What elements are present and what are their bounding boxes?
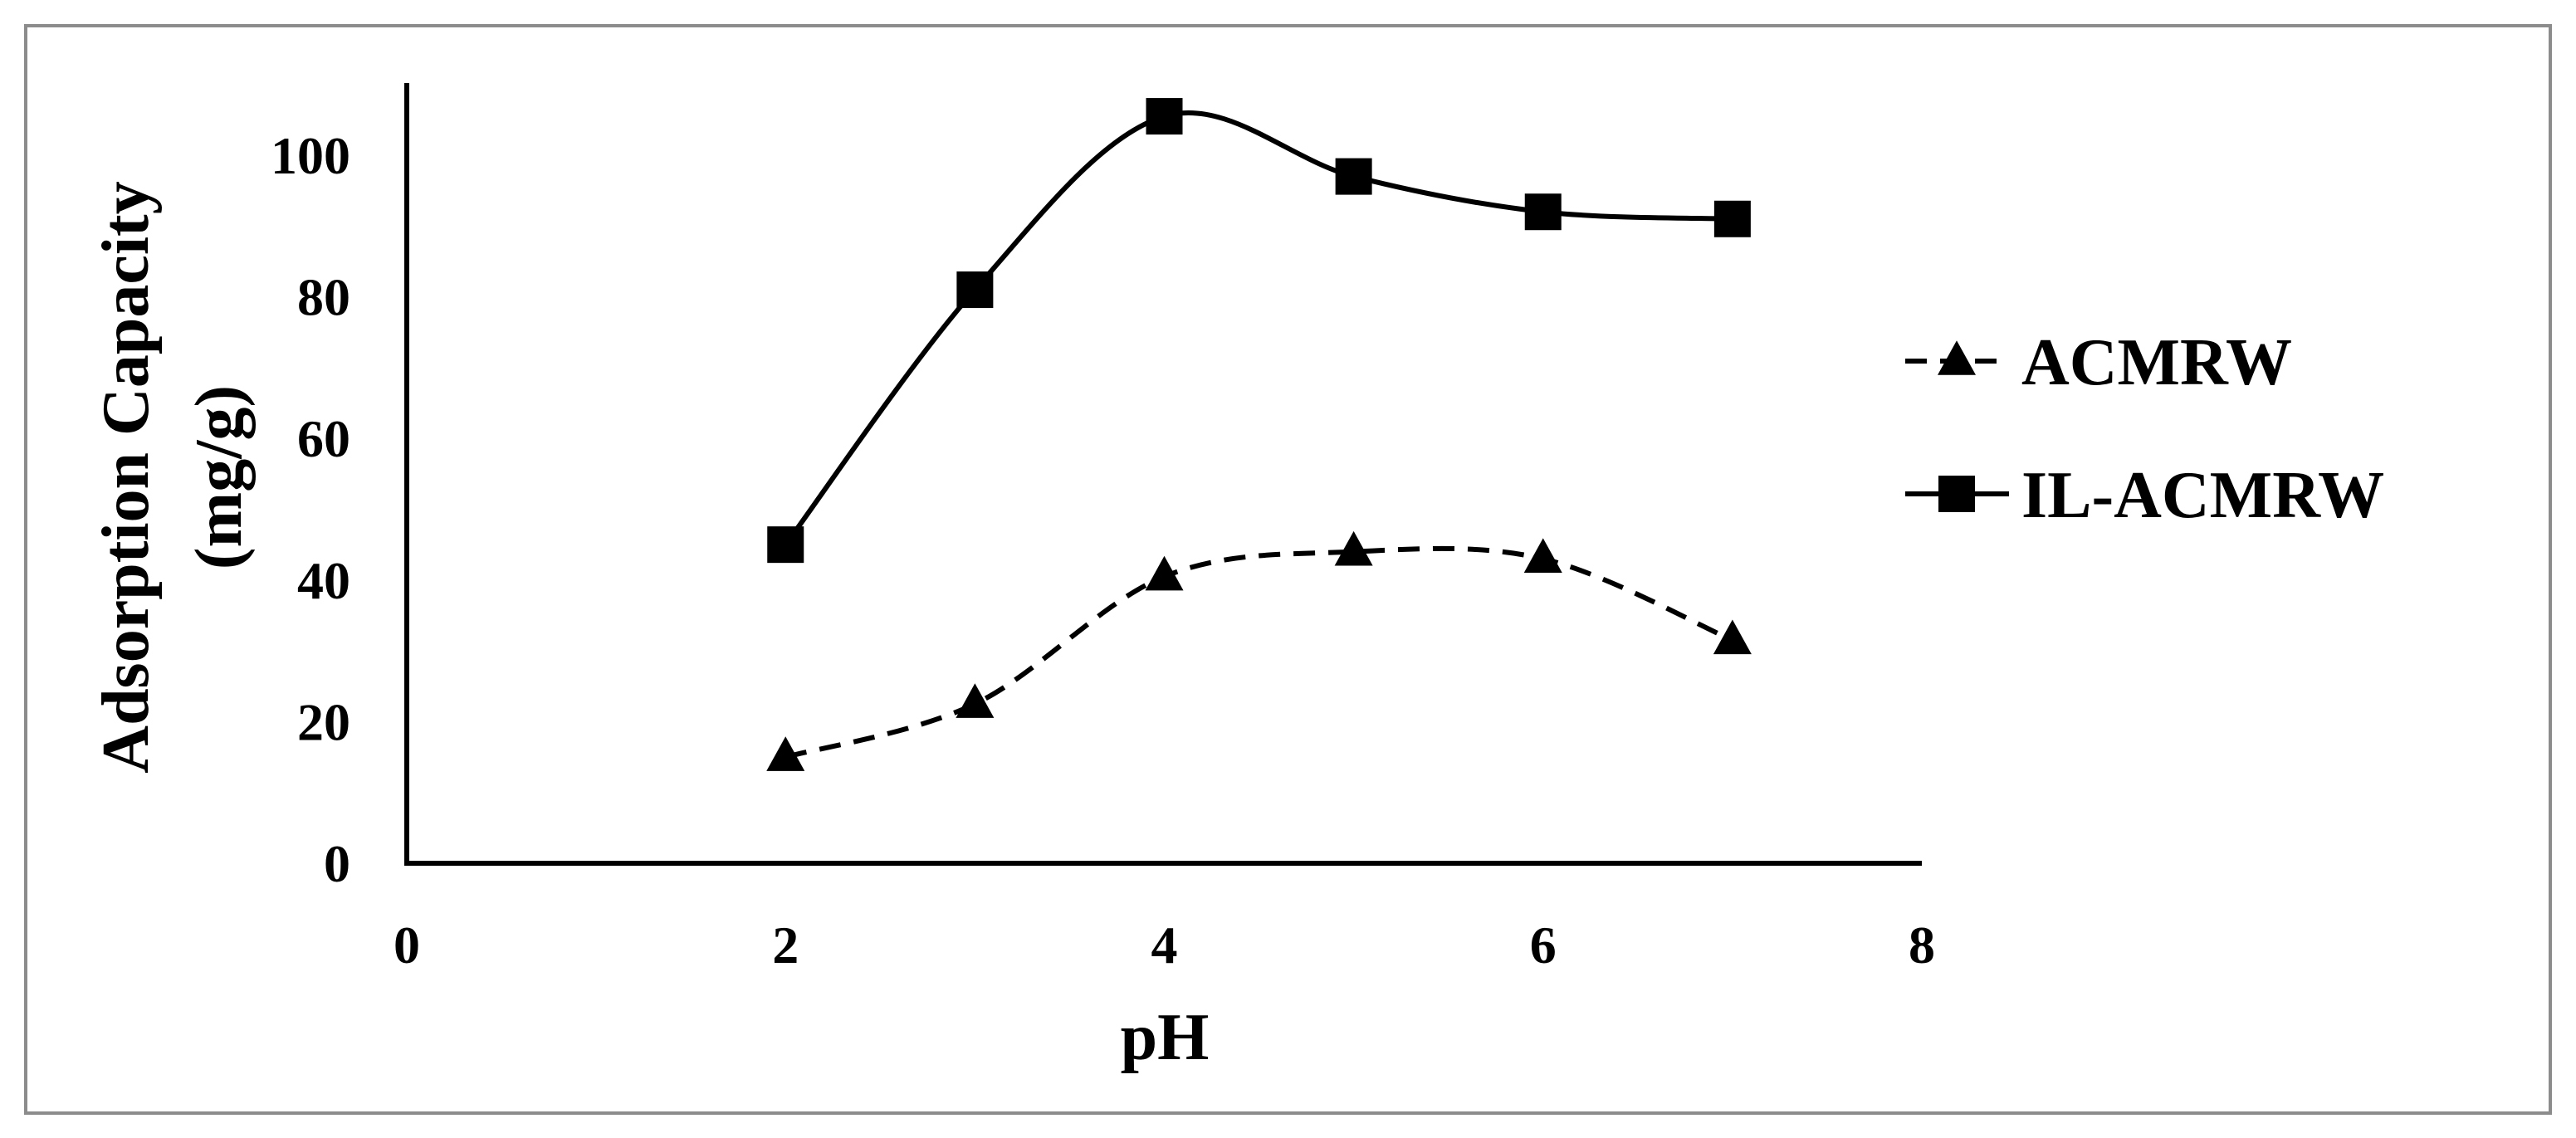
data-point — [1713, 619, 1752, 655]
series-acmrw — [766, 530, 1752, 771]
y-tick-label: 20 — [297, 692, 350, 751]
data-point — [1335, 158, 1372, 195]
x-axis-title: pH — [1121, 1001, 1210, 1074]
x-tick-label: 4 — [1151, 916, 1178, 974]
data-point — [1145, 555, 1184, 591]
data-point — [1524, 193, 1562, 231]
x-tick-labels: 0 2 4 6 8 — [393, 916, 1935, 974]
axes — [404, 83, 1922, 866]
data-point — [1713, 200, 1751, 237]
y-axis-title-line-1: Adsorption Capacity — [90, 181, 163, 773]
y-tick-label: 0 — [324, 834, 350, 893]
legend-label: IL-ACMRW — [2021, 459, 2384, 532]
x-tick-label: 0 — [393, 916, 420, 974]
data-point — [956, 683, 995, 718]
data-point — [1523, 538, 1562, 574]
legend-item: IL-ACMRW — [1905, 459, 2384, 532]
legend: ACMRW IL-ACMRW — [1905, 326, 2384, 532]
y-tick-label: 60 — [297, 409, 350, 468]
series-layer — [766, 98, 1752, 771]
figure-border — [24, 24, 2552, 1115]
legend-marker — [1938, 340, 1976, 375]
y-tick-label: 80 — [297, 268, 350, 327]
x-tick-label: 8 — [1909, 916, 1935, 974]
y-axis-title: Adsorption Capacity (mg/g) — [90, 181, 256, 773]
data-point — [956, 271, 994, 309]
data-point — [1146, 98, 1183, 135]
data-point — [766, 736, 805, 771]
series-il-acmrw — [767, 98, 1751, 564]
data-point — [767, 526, 804, 564]
y-tick-label: 40 — [297, 551, 350, 610]
data-point — [1334, 530, 1373, 566]
x-tick-label: 2 — [772, 916, 799, 974]
legend-marker — [1938, 476, 1975, 512]
y-axis-title-line-2: (mg/g) — [183, 385, 256, 569]
legend-item: ACMRW — [1905, 326, 2292, 399]
y-tick-labels: 0 20 40 60 80 100 — [271, 126, 350, 893]
legend-label: ACMRW — [2021, 326, 2292, 399]
x-tick-label: 6 — [1530, 916, 1557, 974]
y-tick-label: 100 — [271, 126, 350, 185]
